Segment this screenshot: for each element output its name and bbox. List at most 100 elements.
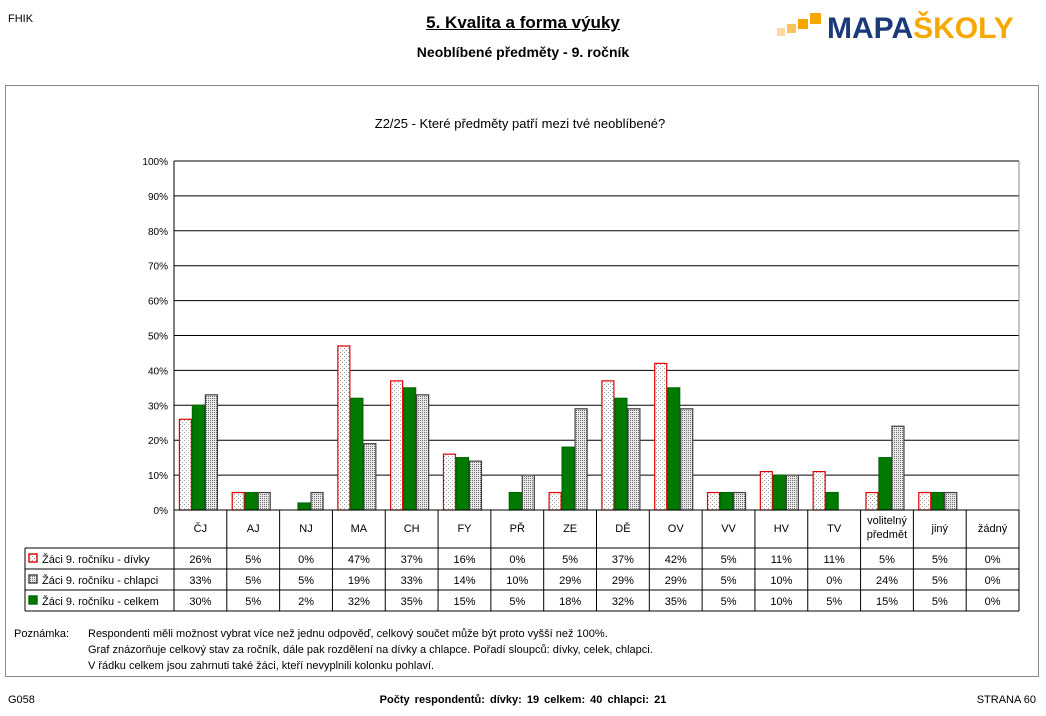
bar <box>785 474 799 511</box>
y-tick-label: 40% <box>148 366 168 377</box>
data-label: 33% <box>401 575 423 587</box>
category-label: volitelný <box>867 515 907 527</box>
data-label: 5% <box>721 596 737 608</box>
bar <box>508 491 522 511</box>
data-label: 29% <box>559 575 581 587</box>
category-label: jiný <box>931 523 949 535</box>
bar <box>891 425 905 511</box>
respondent-counts: Počty respondentů: dívky: 19 celkem: 40 … <box>379 694 667 706</box>
bar <box>865 491 879 511</box>
bar <box>455 457 470 511</box>
legend-swatch <box>28 574 38 584</box>
bar <box>521 474 535 511</box>
bar <box>601 380 615 511</box>
data-table: ČJ AJ NJ MA CH FY PŘ ZE DĚ OV VV HV TV volitelný předm… <box>24 509 1020 612</box>
data-label: 0% <box>509 554 525 566</box>
data-label: 11% <box>771 554 792 566</box>
data-label: 5% <box>245 596 261 608</box>
bar <box>297 502 311 511</box>
category-label: CH <box>404 523 420 535</box>
y-tick-label: 50% <box>148 332 168 343</box>
y-tick-label: 60% <box>148 297 168 308</box>
data-label: 15% <box>876 596 898 608</box>
chart-title: Z2/25 - Které předměty patří mezi tvé ne… <box>375 116 666 131</box>
bar <box>191 404 206 511</box>
bar <box>825 491 839 511</box>
data-label: 5% <box>245 554 261 566</box>
data-label: 0% <box>985 554 1001 566</box>
data-label: 10% <box>770 575 792 587</box>
note-line-1: Respondenti měli možnost vybrat více než… <box>88 628 608 640</box>
data-label: 5% <box>826 596 842 608</box>
data-label: 37% <box>612 554 634 566</box>
data-label: 5% <box>879 554 895 566</box>
footer-code: G058 <box>8 694 35 706</box>
legend-label: Žáci 9. ročníku - celkem <box>42 595 159 608</box>
category-label: OV <box>668 523 685 535</box>
category-label: MA <box>351 523 368 535</box>
bar <box>363 443 377 511</box>
data-label: 10% <box>506 575 528 587</box>
data-label: 42% <box>665 554 687 566</box>
bar <box>918 491 932 511</box>
bar <box>416 394 430 511</box>
legend-label: Žáci 9. ročníku - dívky <box>42 553 150 566</box>
data-label: 37% <box>401 554 423 566</box>
bar <box>548 491 562 511</box>
category-label: NJ <box>299 523 312 535</box>
bars <box>178 345 958 511</box>
bar <box>390 380 404 511</box>
note-line-3: V řádku celkem jsou zahrnuti také žáci, … <box>88 660 435 672</box>
bar <box>337 345 351 511</box>
data-label: 0% <box>985 596 1001 608</box>
report-code: FHIK <box>8 13 34 25</box>
data-label: 14% <box>453 575 475 587</box>
category-label: žádný <box>978 523 1008 535</box>
bar <box>350 397 364 511</box>
data-label: 5% <box>932 596 948 608</box>
mapaskoly-logo: MAPAŠKOLY <box>777 11 1014 42</box>
data-label: 0% <box>985 575 1001 587</box>
bar <box>310 491 324 511</box>
bar <box>561 446 575 511</box>
data-label: 5% <box>298 575 314 587</box>
data-label: 26% <box>189 554 211 566</box>
page-title: 5. Kvalita a forma výuky <box>426 13 620 32</box>
data-label: 5% <box>932 575 948 587</box>
data-label: 24% <box>876 575 898 587</box>
bar <box>732 491 747 511</box>
data-label: 5% <box>562 554 578 566</box>
bar <box>931 491 945 511</box>
bar <box>614 397 628 511</box>
data-label: 16% <box>453 554 475 566</box>
data-label: 10% <box>770 596 792 608</box>
bar <box>231 491 245 511</box>
data-label: 15% <box>453 596 475 608</box>
logo-text-second: ŠKOLY <box>913 11 1014 42</box>
category-label: ČJ <box>194 522 207 535</box>
data-label: 29% <box>612 575 634 587</box>
bar <box>403 387 417 511</box>
bar <box>244 491 258 511</box>
bar <box>878 457 892 511</box>
category-label: AJ <box>247 523 260 535</box>
y-tick-label: 0% <box>154 506 169 517</box>
logo-text: MAPAŠKOLY <box>827 11 1014 42</box>
bar <box>442 453 457 511</box>
logo-text-first: MAPA <box>827 12 913 42</box>
y-tick-label: 100% <box>142 157 168 168</box>
data-label: 32% <box>348 596 370 608</box>
bar <box>759 471 773 511</box>
category-label: FY <box>457 523 472 535</box>
data-label: 35% <box>665 596 687 608</box>
bar <box>706 491 721 511</box>
data-label: 5% <box>245 575 261 587</box>
data-label: 5% <box>509 596 525 608</box>
bar <box>772 474 786 511</box>
y-tick-label: 30% <box>148 401 168 412</box>
bar <box>627 408 641 511</box>
data-label: 2% <box>298 596 314 608</box>
data-label: 33% <box>189 575 211 587</box>
category-label: ZE <box>563 523 577 535</box>
data-label: 47% <box>348 554 370 566</box>
